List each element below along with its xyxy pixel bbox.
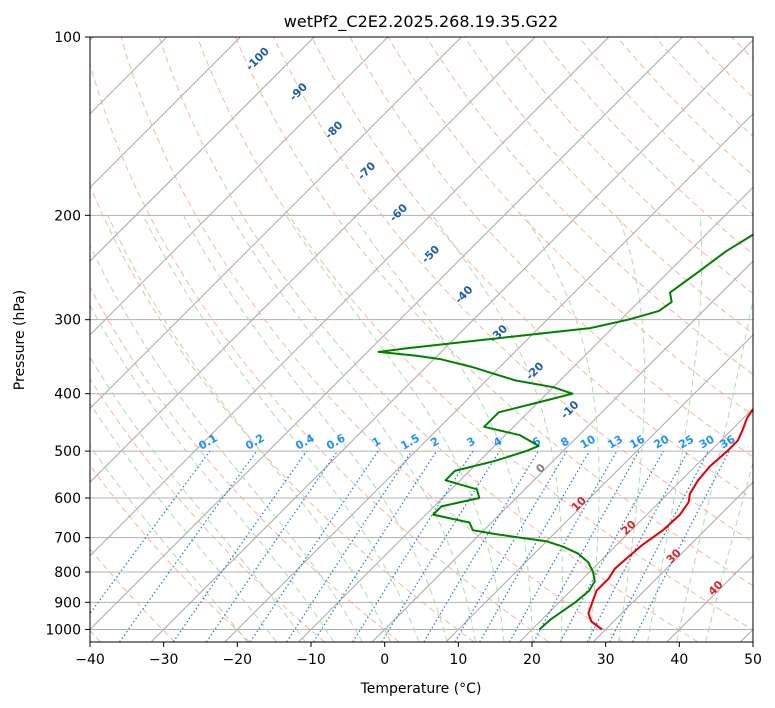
isotherm-line xyxy=(90,37,241,189)
plot-background xyxy=(90,37,753,642)
mixing-ratio-line xyxy=(312,450,438,642)
x-tick-label: 20 xyxy=(523,652,541,668)
x-tick-label: −10 xyxy=(296,652,326,668)
dry-adiabat-line xyxy=(502,37,753,295)
y-axis: 100 200 300 400 500 600 700 800 900 1000 xyxy=(45,30,90,638)
moist-adiabat-line xyxy=(107,215,391,642)
dry-adiabat-line xyxy=(120,37,624,642)
moist-adiabat-line xyxy=(183,215,448,642)
dry-adiabat-line xyxy=(90,62,549,642)
isotherm-line xyxy=(519,407,753,642)
dry-adiabat-line xyxy=(90,286,400,642)
mixing-ratio-line xyxy=(559,450,664,642)
isotherm-line xyxy=(371,260,753,642)
mixing-ratio-line xyxy=(352,450,474,642)
x-tick-label: −30 xyxy=(149,652,179,668)
isotherm-line xyxy=(90,37,536,483)
isotherm-line xyxy=(90,37,315,262)
y-axis-title: Pressure (hPa) xyxy=(12,290,28,390)
mixing-ratio-line xyxy=(205,450,338,642)
moist-adiabat-line xyxy=(90,304,335,642)
isotherm-line xyxy=(90,37,389,336)
moist-adiabat-line xyxy=(142,215,420,642)
y-tick-label: 1000 xyxy=(45,622,81,638)
dry-adiabat-line xyxy=(196,37,753,631)
isotherm-line xyxy=(90,37,683,631)
dry-adiabat-line xyxy=(464,37,753,335)
dry-adiabat-line xyxy=(158,37,699,642)
mixing-ratio-line xyxy=(172,450,308,642)
x-tick-label: 30 xyxy=(597,652,615,668)
y-tick-label: 600 xyxy=(54,491,81,507)
mixing-ratio-line xyxy=(90,450,211,615)
mixing-ratio-line xyxy=(423,450,539,642)
moist-adiabat-line xyxy=(617,215,646,642)
temperature-line xyxy=(587,407,753,631)
dry-adiabat-line xyxy=(578,37,753,216)
mixing-ratio-line xyxy=(381,450,501,642)
isotherm-line xyxy=(224,113,753,642)
x-tick-label: 40 xyxy=(670,652,688,668)
y-tick-label: 700 xyxy=(54,531,81,547)
dry-adiabat-line xyxy=(90,464,251,642)
mixing-ratio-line xyxy=(533,450,640,642)
dry-adiabat-line xyxy=(311,37,753,500)
y-tick-label: 900 xyxy=(54,595,81,611)
y-tick-label: 500 xyxy=(54,444,81,460)
mixing-ratio-line xyxy=(454,450,568,642)
y-tick-label: 400 xyxy=(54,387,81,403)
y-tick-label: 300 xyxy=(54,313,81,329)
moist-adiabat-line xyxy=(647,215,703,642)
x-tick-label: 50 xyxy=(744,652,762,668)
moist-adiabat-line xyxy=(90,445,248,642)
series-lines xyxy=(377,233,753,631)
moist-adiabat-line xyxy=(352,215,533,642)
mixing-ratio-line xyxy=(119,450,258,642)
dry-adiabat-line xyxy=(616,37,753,176)
dry-adiabat-line xyxy=(387,37,753,417)
x-tick-label: −20 xyxy=(223,652,253,668)
dewpoint-line xyxy=(377,233,753,631)
dry-adiabat-line xyxy=(770,37,775,642)
isotherm-line xyxy=(90,37,462,410)
moist-adiabat-line xyxy=(230,215,476,642)
x-axis-title: Temperature (°C) xyxy=(360,681,482,697)
isotherm-line xyxy=(150,39,753,642)
moist-adiabat-line xyxy=(432,215,563,642)
plot-frame xyxy=(89,36,754,643)
x-tick-label: −40 xyxy=(75,652,105,668)
dry-adiabat-line xyxy=(349,37,753,458)
x-tick-label: 0 xyxy=(380,652,389,668)
dry-adiabat-line xyxy=(235,37,753,587)
isotherm-line xyxy=(90,37,610,557)
mixing-ratio-line xyxy=(479,450,591,642)
y-tick-label: 800 xyxy=(54,565,81,581)
chart-title: wetPf2_C2E2.2025.268.19.35.G22 xyxy=(284,12,558,32)
isotherm-line xyxy=(592,481,753,642)
y-tick-label: 200 xyxy=(54,208,81,224)
moist-adiabat-line xyxy=(90,244,363,642)
x-tick-label: 10 xyxy=(449,652,467,668)
moist-adiabat-line xyxy=(90,356,306,642)
x-axis: −40 −30 −20 −10 0 10 20 30 40 50 xyxy=(75,642,762,668)
moist-adiabat-line xyxy=(523,215,600,642)
y-tick-label: 100 xyxy=(54,30,81,46)
